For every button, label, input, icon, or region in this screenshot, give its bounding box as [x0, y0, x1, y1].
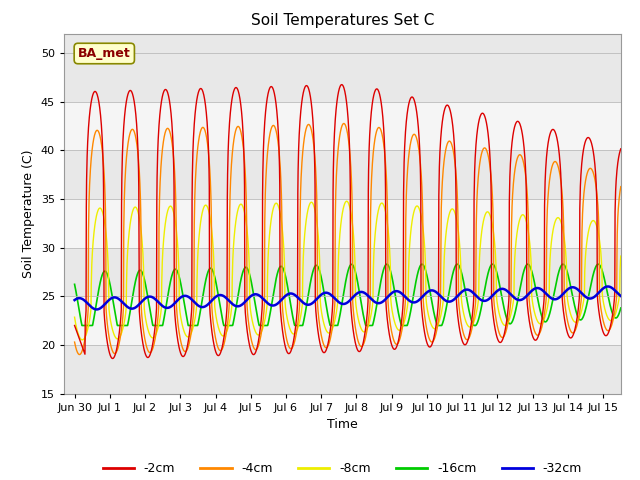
Title: Soil Temperatures Set C: Soil Temperatures Set C	[251, 13, 434, 28]
X-axis label: Time: Time	[327, 418, 358, 431]
Bar	[64, 248, 621, 296]
Text: BA_met: BA_met	[78, 47, 131, 60]
Bar	[64, 102, 621, 150]
Legend: -2cm, -4cm, -8cm, -16cm, -32cm: -2cm, -4cm, -8cm, -16cm, -32cm	[97, 457, 588, 480]
Bar	[64, 199, 621, 248]
Bar	[64, 345, 621, 394]
Bar	[64, 296, 621, 345]
Bar	[64, 150, 621, 199]
Y-axis label: Soil Temperature (C): Soil Temperature (C)	[22, 149, 35, 278]
Bar	[64, 53, 621, 102]
